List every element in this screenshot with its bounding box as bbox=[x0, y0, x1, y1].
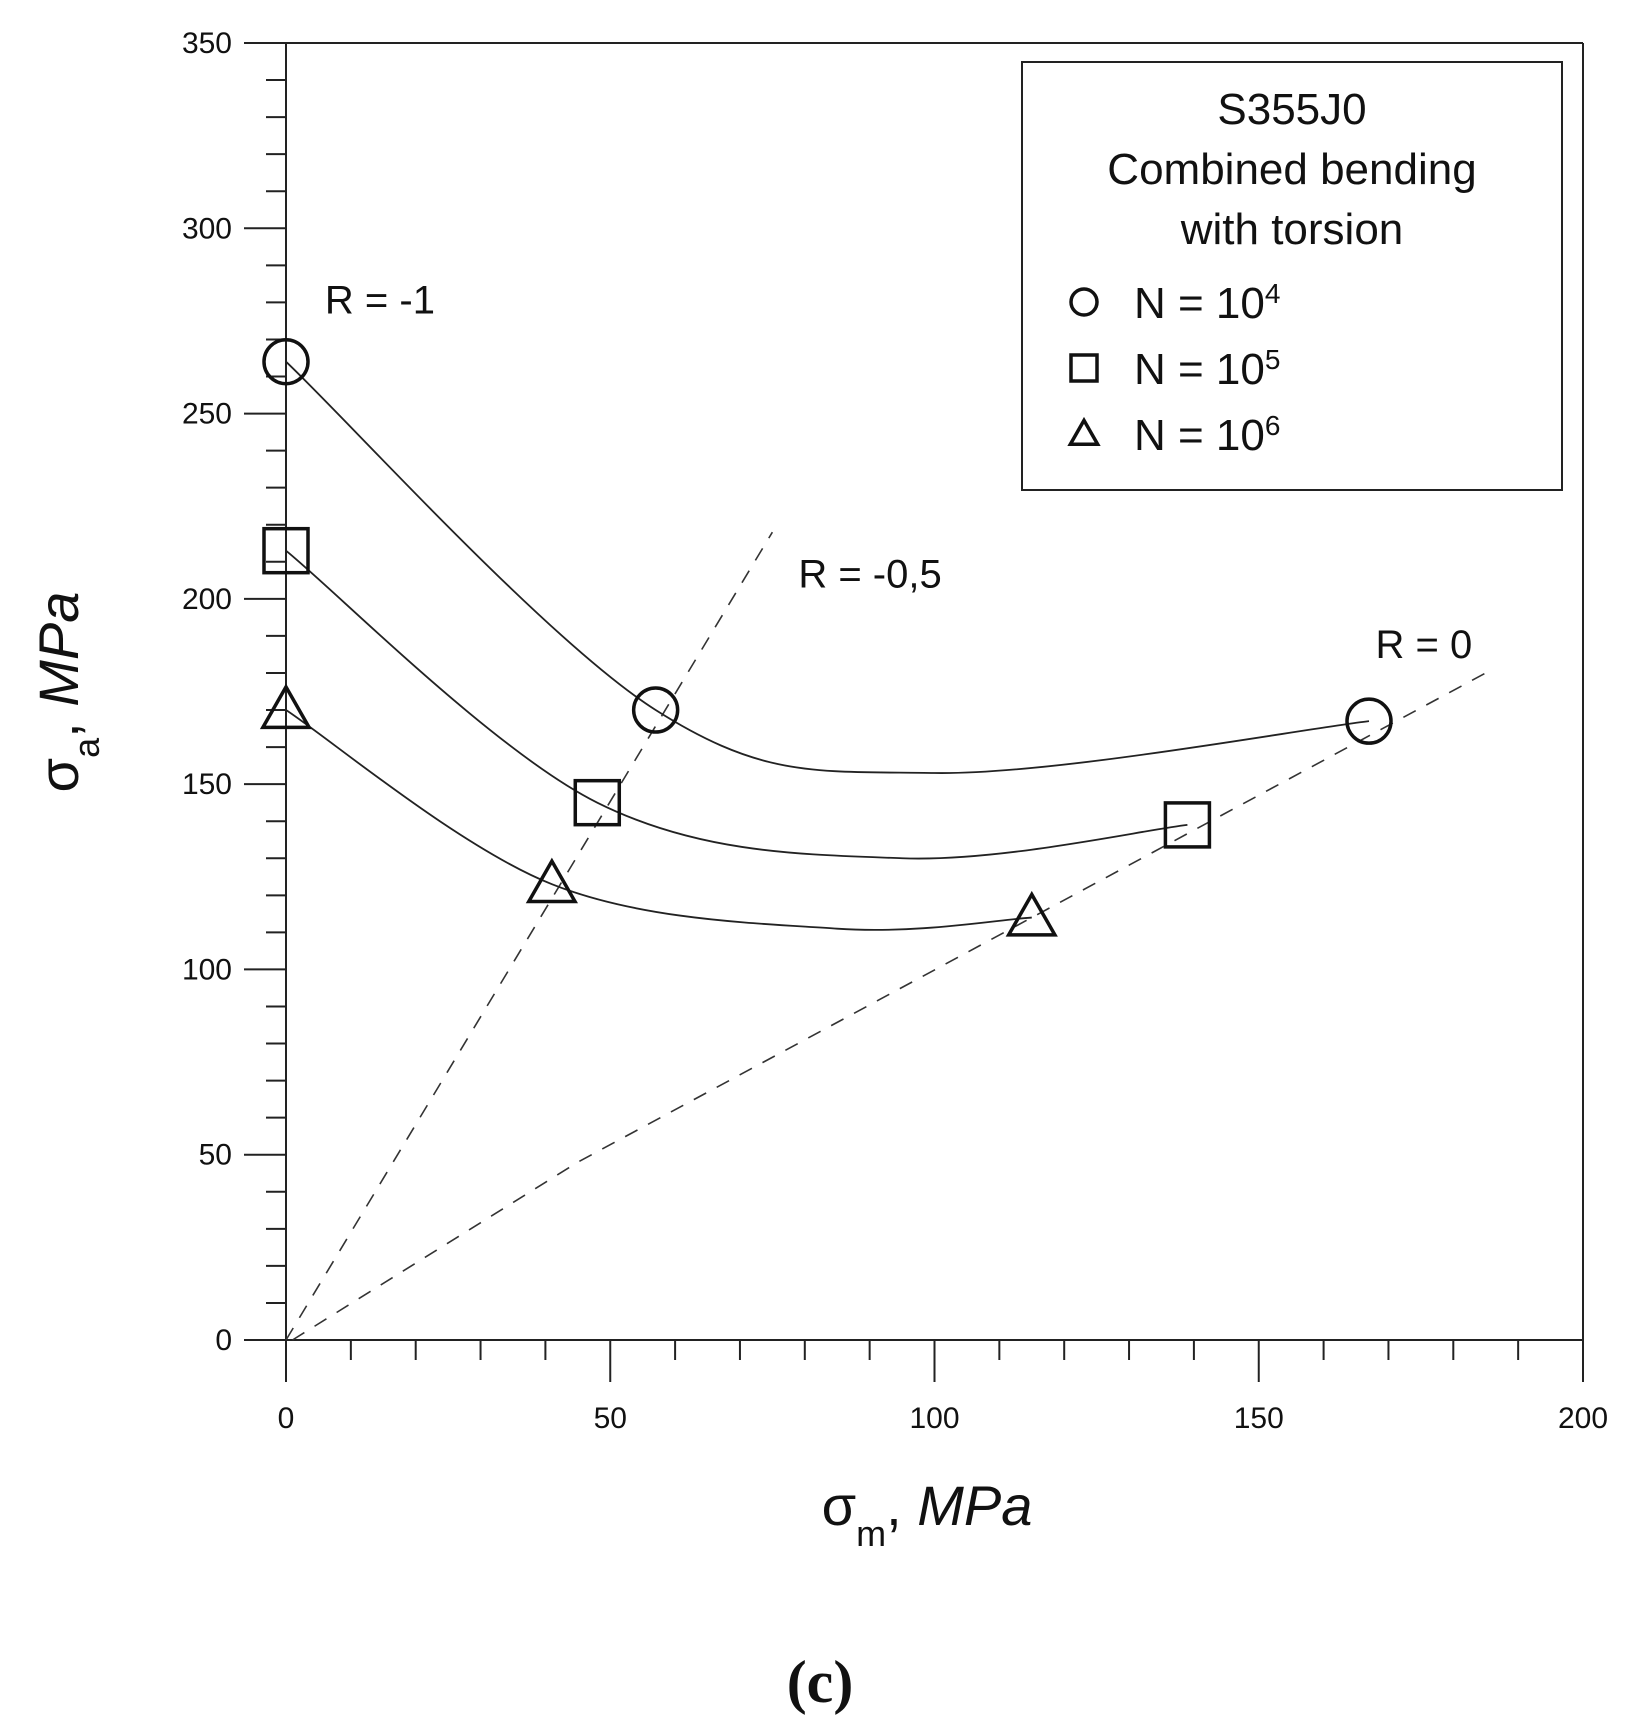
legend-title-line: Combined bending bbox=[1107, 145, 1476, 194]
square-marker bbox=[1163, 801, 1212, 849]
triangle-marker bbox=[1005, 890, 1058, 937]
fit-curve bbox=[285, 549, 1188, 860]
legend-square-icon bbox=[1069, 353, 1099, 383]
x-tick-label: 0 bbox=[278, 1402, 295, 1435]
x-tick-label: 200 bbox=[1558, 1402, 1608, 1435]
r-ratio-label: R = -1 bbox=[325, 279, 435, 323]
y-tick-label: 150 bbox=[182, 768, 232, 801]
legend-entry-label: N = 104 bbox=[1134, 278, 1280, 329]
legend-triangle-icon bbox=[1067, 416, 1101, 446]
circle-marker bbox=[1345, 697, 1393, 745]
fit-curve bbox=[285, 709, 1032, 931]
y-tick-label: 0 bbox=[215, 1324, 232, 1357]
reference-line bbox=[285, 531, 774, 1341]
fit-curve bbox=[285, 361, 1370, 774]
y-tick-label: 50 bbox=[199, 1139, 232, 1172]
x-tick-label: 150 bbox=[1234, 1402, 1284, 1435]
y-tick-label: 300 bbox=[182, 212, 232, 245]
square-marker bbox=[573, 778, 622, 827]
data-markers bbox=[259, 337, 1393, 937]
legend: S355J0 Combined bending with torsion N = 10… bbox=[1021, 61, 1563, 491]
legend-entry-label: N = 105 bbox=[1134, 344, 1280, 395]
legend-entry-label: N = 106 bbox=[1134, 410, 1280, 461]
y-tick-label: 200 bbox=[182, 583, 232, 616]
y-tick-label: 100 bbox=[182, 953, 232, 986]
figure-caption: (c) bbox=[787, 1649, 854, 1715]
chart-text: R = -1 R = -0,5 R = 0 σm, MPa σa, MPa (c) bbox=[27, 279, 1472, 1715]
r-ratio-label: R = 0 bbox=[1375, 623, 1472, 667]
legend-title-line: S355J0 bbox=[1217, 85, 1366, 134]
reference-line bbox=[292, 672, 1487, 1341]
y-tick-label: 350 bbox=[182, 27, 232, 60]
y-axis-title: σa, MPa bbox=[27, 592, 107, 793]
reference-lines bbox=[285, 531, 1487, 1341]
triangle-marker bbox=[525, 857, 579, 904]
legend-box bbox=[1021, 61, 1563, 491]
legend-circle-icon bbox=[1069, 287, 1099, 317]
r-ratio-label: R = -0,5 bbox=[798, 553, 941, 597]
square-marker bbox=[262, 526, 310, 575]
x-axis-title: σm, MPa bbox=[822, 1474, 1033, 1554]
axes-frame bbox=[244, 42, 1584, 1382]
x-tick-label: 100 bbox=[909, 1402, 959, 1435]
axis-ticks: 0 50 100 150 200 250 300 350 0 50 100 150 200 bbox=[182, 27, 1608, 1435]
triangle-marker bbox=[259, 683, 313, 730]
circle-marker bbox=[262, 337, 310, 386]
x-tick-label: 50 bbox=[594, 1402, 627, 1435]
fit-curves bbox=[285, 361, 1370, 931]
circle-marker bbox=[631, 686, 680, 734]
legend-title-line: with torsion bbox=[1180, 205, 1404, 254]
y-tick-label: 250 bbox=[182, 398, 232, 431]
